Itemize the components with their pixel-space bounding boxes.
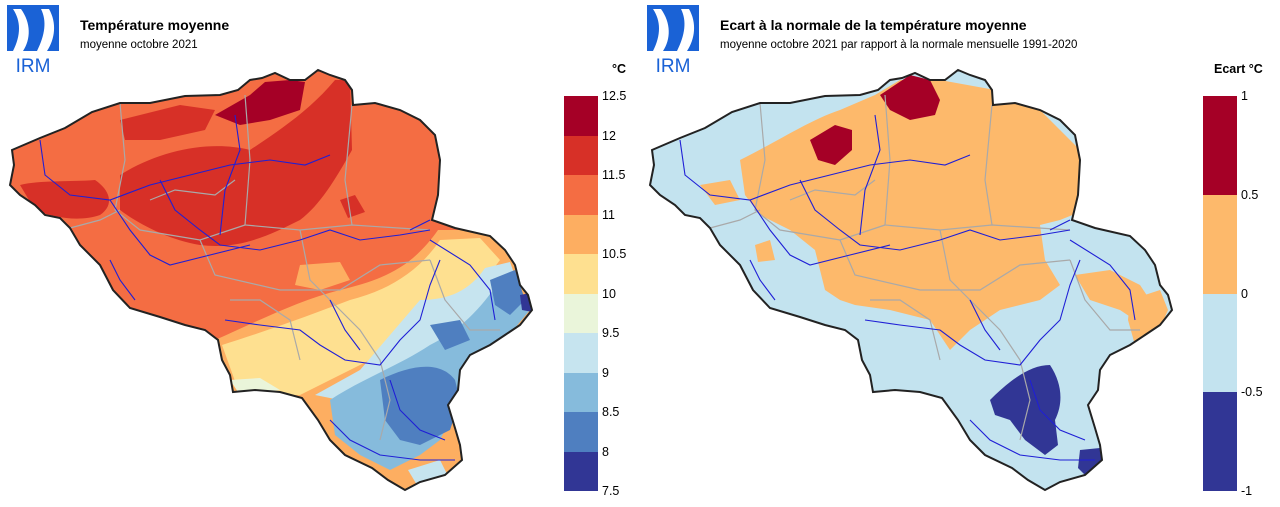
legend-swatch bbox=[564, 96, 598, 136]
legend-tick: 8 bbox=[602, 445, 609, 459]
legend-tick: 10.5 bbox=[602, 247, 627, 261]
legend-swatch bbox=[564, 135, 598, 175]
legend-tick: 1 bbox=[1241, 89, 1248, 103]
legend-swatch bbox=[564, 333, 598, 373]
legend-tick: 0 bbox=[1241, 287, 1248, 301]
legend-tick: 9.5 bbox=[602, 326, 620, 340]
legend-swatch bbox=[564, 372, 598, 412]
legend-swatch bbox=[1203, 293, 1237, 393]
legend-tick: 0.5 bbox=[1241, 188, 1259, 202]
legend-tick: 11.5 bbox=[602, 168, 626, 182]
map-subtitle: moyenne octobre 2021 par rapport à la no… bbox=[720, 39, 1078, 51]
legend-swatch bbox=[1203, 392, 1237, 491]
mean-temperature-panel: IRM Température moyenne moyenne octobre … bbox=[7, 5, 627, 498]
legend-tick: 7.5 bbox=[602, 484, 620, 498]
legend-swatch bbox=[564, 293, 598, 333]
irm-logo: IRM bbox=[7, 5, 59, 75]
legend-tick: 11 bbox=[602, 208, 615, 222]
legend-tick: 12.5 bbox=[602, 89, 627, 103]
map-title: Température moyenne bbox=[80, 17, 230, 33]
legend-tick: 9 bbox=[602, 366, 609, 380]
legend-tick: -1 bbox=[1241, 484, 1253, 498]
temperature-map bbox=[9, 69, 533, 491]
legend-swatch bbox=[564, 254, 598, 294]
legend-unit: Ecart °C bbox=[1214, 62, 1263, 76]
legend-swatch bbox=[564, 412, 598, 452]
legend-swatch bbox=[564, 214, 598, 254]
anomaly-map bbox=[649, 69, 1173, 491]
legend-swatch bbox=[564, 175, 598, 215]
legend-swatch bbox=[564, 451, 598, 491]
legend-unit: °C bbox=[612, 62, 627, 76]
logo-text: IRM bbox=[656, 56, 691, 75]
temperature-anomaly-panel: IRM Ecart à la normale de la température… bbox=[640, 0, 1280, 507]
map-subtitle: moyenne octobre 2021 bbox=[80, 39, 198, 51]
irm-logo: IRM bbox=[647, 5, 699, 75]
legend-swatch bbox=[1203, 96, 1237, 195]
legend-tick: -0.5 bbox=[1241, 385, 1263, 399]
logo-text: IRM bbox=[16, 56, 51, 75]
legend-tick: 10 bbox=[602, 287, 616, 301]
legend-tick: 8.5 bbox=[602, 405, 620, 419]
legend-swatch bbox=[1203, 194, 1237, 294]
color-legend bbox=[564, 96, 598, 491]
legend-tick: 12 bbox=[602, 129, 616, 143]
map-title: Ecart à la normale de la température moy… bbox=[720, 17, 1027, 33]
color-legend bbox=[1203, 96, 1237, 491]
